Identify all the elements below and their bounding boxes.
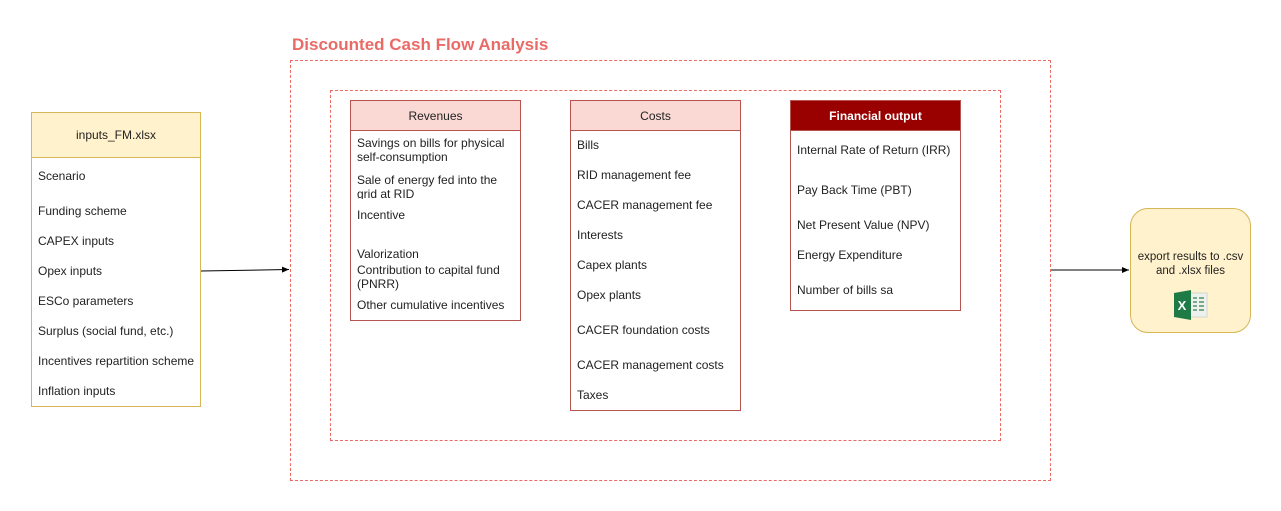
dcf-inner-container (330, 90, 1001, 441)
revenues-header: Revenues (351, 101, 520, 131)
dcf-outer-container (290, 60, 1051, 481)
cost-item: Interests (577, 228, 624, 242)
input-item: Surplus (social fund, etc.) (38, 324, 174, 338)
input-item: CAPEX inputs (38, 234, 115, 248)
export-label: export results to .csv and .xlsx files (1137, 251, 1244, 277)
input-item: Scenario (38, 169, 86, 183)
revenue-item: Other cumulative incentives (357, 298, 505, 312)
financial-item: Net Present Value (NPV) (797, 218, 930, 232)
financial-item: Energy Expenditure (797, 248, 903, 262)
cost-item: CACER management fee (577, 198, 713, 212)
input-item: Incentives repartition scheme (38, 354, 195, 368)
cost-item: CACER foundation costs (577, 323, 710, 337)
financial-output-box: Financial output Internal Rate of Return… (790, 100, 961, 311)
financial-item: Pay Back Time (PBT) (797, 183, 912, 197)
inputs-header: inputs_FM.xlsx (32, 113, 200, 158)
revenue-item: Savings on bills for physical self-consu… (357, 136, 505, 164)
revenues-box: Revenues Savings on bills for physical s… (350, 100, 521, 321)
cost-item: CACER management costs (577, 358, 724, 372)
revenue-item: Sale of energy fed into the grid at RID (357, 173, 498, 199)
input-item: Opex inputs (38, 264, 103, 278)
financial-output-header: Financial output (791, 101, 960, 131)
financial-item: Number of bills sa (797, 283, 894, 297)
cost-item: Opex plants (577, 288, 642, 302)
cost-item: Taxes (577, 388, 609, 402)
revenue-item: Valorization (357, 247, 419, 261)
cost-item: Capex plants (577, 258, 648, 272)
cost-item: RID management fee (577, 168, 692, 182)
excel-icon: X (1174, 290, 1208, 320)
input-item: Inflation inputs (38, 384, 116, 398)
revenue-item: Incentive (357, 208, 406, 222)
export-box: export results to .csv and .xlsx files X (1130, 208, 1251, 333)
cost-item: Bills (577, 138, 600, 152)
arrow-inputs-to-dcf (200, 266, 290, 273)
diagram-title: Discounted Cash Flow Analysis (292, 35, 549, 54)
input-item: Funding scheme (38, 204, 127, 218)
revenue-item: Contribution to capital fund (PNRR) (357, 263, 500, 291)
svg-text:X: X (1178, 298, 1187, 313)
financial-item: Internal Rate of Return (IRR) (797, 143, 951, 157)
input-item: ESCo parameters (38, 294, 134, 308)
costs-header: Costs (571, 101, 740, 131)
costs-box: Costs Bills RID management fee CACER man… (570, 100, 741, 411)
inputs-box: inputs_FM.xlsx Scenario Funding scheme C… (31, 112, 201, 407)
